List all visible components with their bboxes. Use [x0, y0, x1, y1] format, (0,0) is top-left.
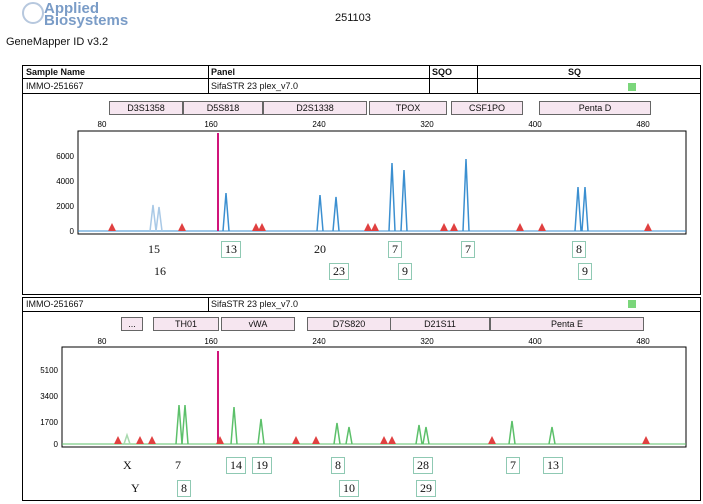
- y-tick-0: 0: [70, 227, 75, 236]
- x-tick-400: 400: [528, 337, 542, 346]
- allele-label: X: [123, 458, 132, 472]
- peaks: [123, 404, 556, 445]
- x-tick-160: 160: [204, 120, 218, 129]
- marker-penta-e[interactable]: Penta E: [490, 317, 644, 331]
- marker-penta-d[interactable]: Penta D: [539, 101, 651, 115]
- marker-th01[interactable]: TH01: [153, 317, 219, 331]
- x-tick-240: 240: [312, 337, 326, 346]
- allele-label: 14: [226, 457, 246, 474]
- run-id: 251103: [335, 12, 371, 24]
- allele-label: 7: [506, 457, 520, 474]
- x-tick-480: 480: [636, 337, 650, 346]
- sq-status-indicator: [628, 300, 636, 308]
- sample-name: IMMO-251667: [26, 81, 84, 91]
- allele-label: 19: [252, 457, 272, 474]
- allele-label: 7: [175, 458, 181, 472]
- electropherogram-panel-green: IMMO-251667 SifaSTR 23 plex_v7.0 ... TH0…: [22, 297, 701, 501]
- header-sqo: SQO: [432, 67, 453, 77]
- panel-name: SifaSTR 23 plex_v7.0: [211, 299, 299, 309]
- x-tick-80: 80: [98, 120, 107, 129]
- panel-name: SifaSTR 23 plex_v7.0: [211, 81, 299, 91]
- logo-text-applied: Applied: [44, 0, 99, 17]
- x-tick-320: 320: [420, 120, 434, 129]
- allele-label: 28: [413, 457, 433, 474]
- marker-vwa[interactable]: vWA: [221, 317, 295, 331]
- sample-name: IMMO-251667: [26, 299, 84, 309]
- x-tick-80: 80: [98, 337, 107, 346]
- bin-markers: [114, 436, 650, 444]
- allele-label: 9: [398, 263, 412, 280]
- y-tick-5100: 5100: [40, 366, 58, 375]
- header-sample-name: Sample Name: [26, 67, 86, 77]
- x-tick-320: 320: [420, 337, 434, 346]
- allele-label: 13: [543, 457, 563, 474]
- allele-label: 8: [177, 480, 191, 497]
- allele-label: Y: [131, 481, 140, 495]
- allele-label: 8: [331, 457, 345, 474]
- y-tick-0: 0: [54, 440, 59, 449]
- marker-d21s11[interactable]: D21S11: [390, 317, 490, 331]
- logo-text-biosystems: Biosystems: [44, 12, 129, 29]
- y-tick-4000: 4000: [56, 177, 74, 186]
- marker-tpox[interactable]: TPOX: [369, 101, 447, 115]
- allele-label: 7: [388, 241, 402, 258]
- marker-d7s820[interactable]: D7S820: [307, 317, 391, 331]
- x-tick-400: 400: [528, 120, 542, 129]
- app-name: GeneMapper ID v3.2: [6, 36, 109, 48]
- allele-label: 8: [572, 241, 586, 258]
- allele-label: 23: [329, 263, 349, 280]
- marker-ellipsis[interactable]: ...: [121, 317, 143, 331]
- allele-label: 13: [221, 241, 241, 258]
- allele-label: 29: [416, 480, 436, 497]
- marker-d3s1358[interactable]: D3S1358: [109, 101, 183, 115]
- allele-label: 15: [148, 242, 160, 256]
- allele-label: 9: [578, 263, 592, 280]
- x-tick-480: 480: [636, 120, 650, 129]
- marker-d5s818[interactable]: D5S818: [183, 101, 263, 115]
- header-panel: Panel: [211, 67, 236, 77]
- sq-status-indicator: [628, 83, 636, 91]
- allele-label: 7: [461, 241, 475, 258]
- marker-csf1po[interactable]: CSF1PO: [451, 101, 523, 115]
- trace-plot-green: 80 160 240 320 400 480 5100 3400 1700 0: [40, 337, 687, 449]
- y-tick-3400: 3400: [40, 392, 58, 401]
- allele-label: 20: [314, 242, 326, 256]
- bin-markers: [108, 223, 652, 231]
- x-tick-240: 240: [312, 120, 326, 129]
- trace-plot-blue: 80 160 240 320 400 480 6000 4000 2000 0: [56, 120, 687, 236]
- electropherogram-panel-blue: Sample Name Panel SQO SQ IMMO-251667 Sif…: [22, 65, 701, 295]
- header-sq: SQ: [568, 67, 582, 77]
- allele-label: 10: [339, 480, 359, 497]
- x-tick-160: 160: [204, 337, 218, 346]
- y-tick-6000: 6000: [56, 152, 74, 161]
- peaks: [149, 158, 589, 232]
- plot-frame: [61, 346, 687, 448]
- y-tick-2000: 2000: [56, 202, 74, 211]
- marker-d2s1338[interactable]: D2S1338: [263, 101, 367, 115]
- plot-frame: [77, 130, 687, 235]
- allele-label: 16: [154, 264, 166, 278]
- y-tick-1700: 1700: [40, 418, 58, 427]
- applied-biosystems-logo-icon: [22, 2, 44, 24]
